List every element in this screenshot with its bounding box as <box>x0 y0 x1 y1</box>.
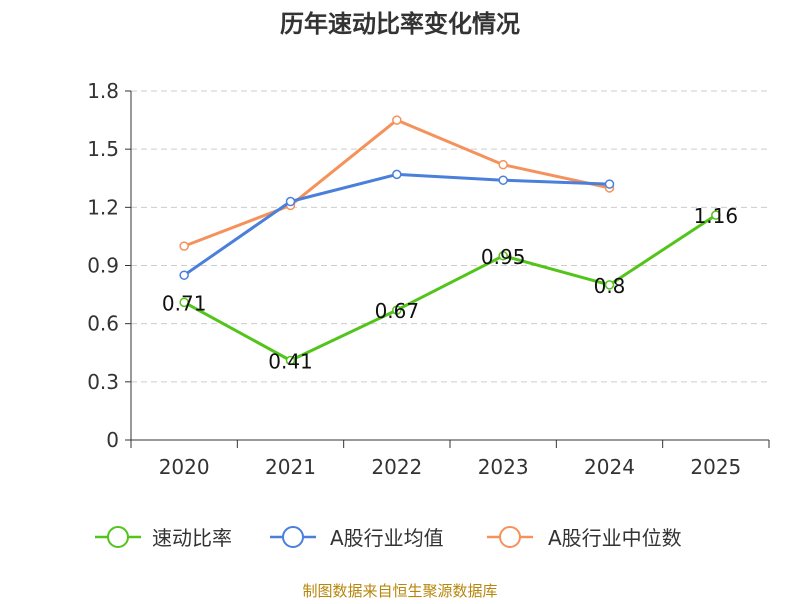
y-tick-label: 1.8 <box>87 79 119 103</box>
axes: 0 0.3 0.6 0.9 1.2 1.5 1.8 2020 2021 2022 2023 2024 2… <box>87 79 770 479</box>
data-point[interactable] <box>392 169 402 180</box>
data-point[interactable] <box>392 115 402 125</box>
data-point[interactable] <box>604 179 615 189</box>
legend-item[interactable]: A股行业均值 <box>270 526 444 550</box>
x-tick-label: 2025 <box>690 455 741 479</box>
data-point[interactable] <box>179 241 189 251</box>
legend-item[interactable]: A股行业中位数 <box>487 526 682 550</box>
grid-lines <box>131 90 769 383</box>
legend-label: A股行业中位数 <box>548 526 682 550</box>
data-label: 0.71 <box>162 291 207 315</box>
legend-marker <box>107 526 129 548</box>
data-point[interactable] <box>711 210 721 220</box>
x-tick-label: 2024 <box>584 455 635 479</box>
data-point[interactable] <box>498 175 508 185</box>
x-tick-label: 2023 <box>478 455 529 479</box>
data-point[interactable] <box>498 159 508 170</box>
legend-marker <box>282 526 304 548</box>
legend-marker <box>499 526 521 548</box>
data-point[interactable] <box>604 280 615 290</box>
data-label: 0.95 <box>481 245 526 269</box>
source-note: 制图数据来自恒生聚源数据库 <box>302 582 497 600</box>
data-point[interactable] <box>179 297 189 308</box>
y-tick-label: 1.5 <box>87 137 119 161</box>
data-point[interactable] <box>285 355 296 366</box>
data-label: 0.8 <box>594 274 626 298</box>
data-label: 1.16 <box>694 204 739 228</box>
data-point[interactable] <box>285 196 296 207</box>
legend-label: 速动比率 <box>152 526 232 550</box>
x-tick-label: 2022 <box>371 455 422 479</box>
chart-title: 历年速动比率变化情况 <box>280 10 520 38</box>
y-tick-label: 0.6 <box>87 312 119 336</box>
y-tick-label: 1.2 <box>87 195 119 219</box>
series-line <box>183 213 717 362</box>
x-tick-label: 2020 <box>159 455 210 479</box>
series-layer <box>179 115 721 366</box>
data-point[interactable] <box>179 270 189 280</box>
y-tick-label: 0.9 <box>87 254 119 278</box>
y-tick-label: 0 <box>106 428 119 452</box>
data-labels: 0.71 0.41 0.67 0.95 0.8 1.16 <box>162 204 738 373</box>
data-label: 0.67 <box>375 299 420 323</box>
series-line <box>183 172 610 277</box>
y-tick-label: 0.3 <box>87 370 119 394</box>
data-label: 0.41 <box>268 350 313 374</box>
data-point[interactable] <box>498 251 508 261</box>
legend[interactable]: 速动比率 A股行业均值 A股行业中位数 <box>95 526 682 550</box>
data-point[interactable] <box>392 305 402 315</box>
legend-label: A股行业均值 <box>330 526 444 550</box>
x-tick-label: 2021 <box>265 455 316 479</box>
legend-item[interactable]: 速动比率 <box>95 526 232 550</box>
